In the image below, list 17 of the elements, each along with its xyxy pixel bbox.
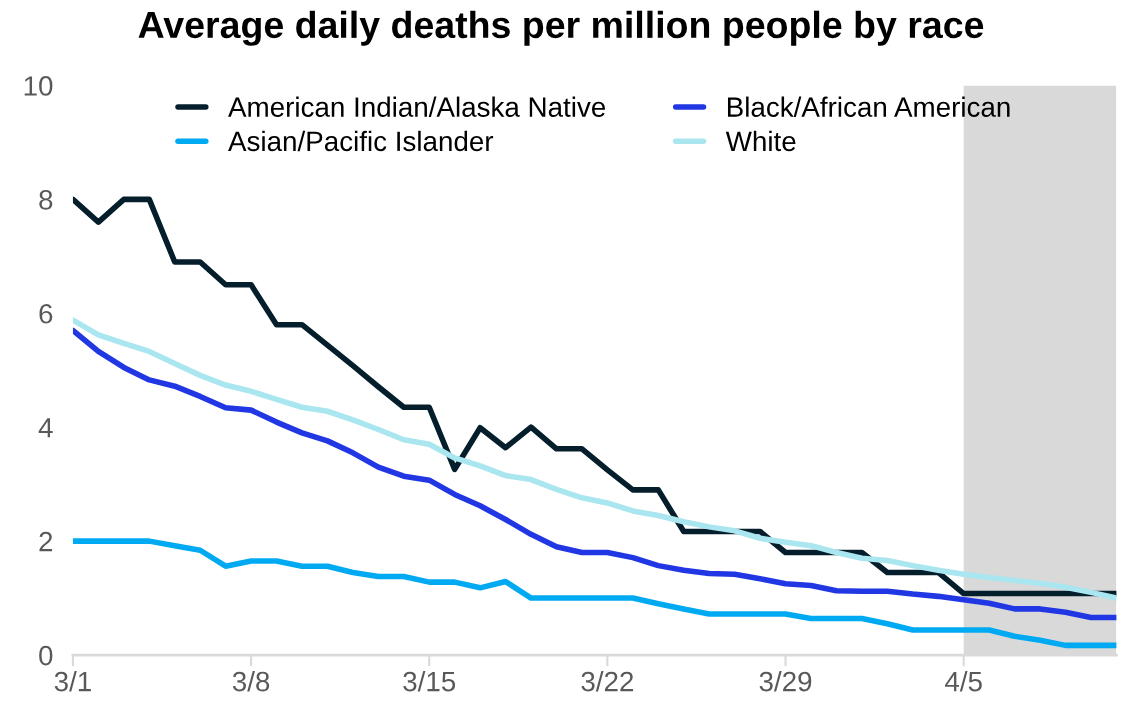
x-tick-label: 3/22 <box>581 671 634 692</box>
x-tick-label: 3/8 <box>232 671 270 692</box>
x-tick-label: 3/29 <box>759 671 812 692</box>
y-tick-label: 2 <box>39 531 53 552</box>
x-tick-label: 4/5 <box>945 671 982 692</box>
legend-label: Asian/Pacific Islander <box>228 130 494 152</box>
y-tick-label: 0 <box>39 645 53 666</box>
x-tick-label: 3/1 <box>54 671 91 692</box>
legend-label: White <box>725 130 796 152</box>
x-tick-label: 3/15 <box>403 671 456 692</box>
legend-label: American Indian/Alaska Native <box>228 96 606 117</box>
y-tick-label: 10 <box>24 76 53 96</box>
y-tick-label: 8 <box>39 190 53 210</box>
legend-label: Black/African American <box>727 96 1010 117</box>
y-tick-label: 4 <box>38 418 53 438</box>
y-tick-label: 6 <box>39 303 53 324</box>
chart-title: Average daily deaths per million people by race <box>138 10 984 46</box>
